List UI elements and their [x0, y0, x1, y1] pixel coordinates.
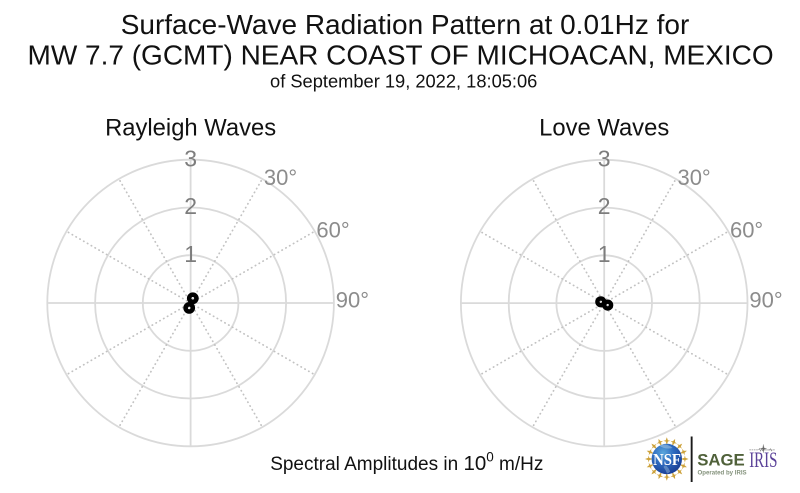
svg-text:60°: 60° [730, 218, 763, 243]
svg-text:2: 2 [184, 193, 197, 219]
svg-text:SAGE: SAGE [697, 451, 745, 470]
svg-text:2: 2 [598, 193, 611, 219]
svg-text:Surface-Wave Radiation Pattern: Surface-Wave Radiation Pattern at 0.01Hz… [121, 9, 690, 40]
svg-text:of September 19, 2022, 18:05:0: of September 19, 2022, 18:05:06 [270, 71, 537, 92]
svg-text:Spectral Amplitudes in 100 m/H: Spectral Amplitudes in 100 m/Hz [270, 450, 543, 475]
svg-text:Operated by IRIS: Operated by IRIS [698, 469, 747, 476]
svg-text:90°: 90° [336, 288, 369, 313]
svg-text:MW 7.7 (GCMT) NEAR COAST OF MI: MW 7.7 (GCMT) NEAR COAST OF MICHOACAN, M… [28, 39, 774, 70]
svg-text:Rayleigh Waves: Rayleigh Waves [105, 115, 276, 142]
svg-text:3: 3 [184, 145, 197, 171]
svg-text:Love Waves: Love Waves [539, 115, 669, 142]
svg-text:3: 3 [598, 145, 611, 171]
svg-text:1: 1 [598, 241, 611, 267]
svg-text:90°: 90° [749, 288, 782, 313]
svg-text:30°: 30° [677, 165, 710, 190]
svg-text:60°: 60° [316, 218, 349, 243]
svg-text:NSF: NSF [653, 450, 681, 469]
svg-text:1: 1 [184, 241, 197, 267]
svg-text:30°: 30° [264, 165, 297, 190]
